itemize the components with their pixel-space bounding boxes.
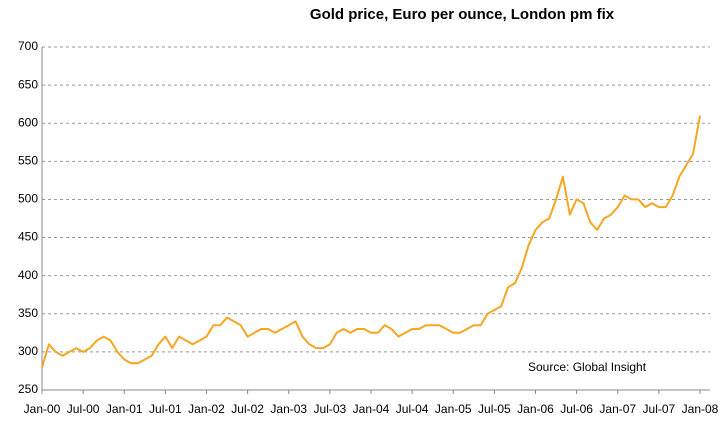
x-tick-label: Jan-03 xyxy=(270,402,307,416)
x-tick-label: Jan-02 xyxy=(188,402,225,416)
y-tick-label: 550 xyxy=(18,154,38,168)
x-tick-label: Jan-00 xyxy=(24,402,61,416)
x-tick-label: Jul-06 xyxy=(560,402,593,416)
x-tick-label: Jan-04 xyxy=(353,402,390,416)
x-tick-label: Jul-04 xyxy=(396,402,429,416)
y-tick-label: 350 xyxy=(18,306,38,320)
y-tick-label: 450 xyxy=(18,230,38,244)
chart-title: Gold price, Euro per ounce, London pm fi… xyxy=(310,6,615,23)
x-tick-label: Jan-01 xyxy=(106,402,143,416)
y-tick-label: 500 xyxy=(18,192,38,206)
annotation: Source: Global Insight xyxy=(528,360,647,374)
line xyxy=(41,115,701,368)
x-tick-label: Jul-05 xyxy=(478,402,511,416)
y-tick-label: 700 xyxy=(18,39,38,53)
y-tick-label: 250 xyxy=(18,382,38,396)
x-tick-label: Jul-01 xyxy=(149,402,182,416)
x-tick-label: Jan-08 xyxy=(682,402,719,416)
y-tick-label: 300 xyxy=(18,344,38,358)
y-tick-label: 650 xyxy=(18,77,38,91)
x-tick-label: Jul-03 xyxy=(314,402,347,416)
y-tick-label: 600 xyxy=(18,115,38,129)
y-tick-label: 400 xyxy=(18,268,38,282)
x-tick-label: Jul-02 xyxy=(231,402,264,416)
x-tick-label: Jul-07 xyxy=(643,402,676,416)
x-tick-label: Jan-07 xyxy=(599,402,636,416)
x-tick-label: Jan-05 xyxy=(435,402,472,416)
x-tick-label: Jan-06 xyxy=(517,402,554,416)
x-tick-label: Jul-00 xyxy=(67,402,100,416)
